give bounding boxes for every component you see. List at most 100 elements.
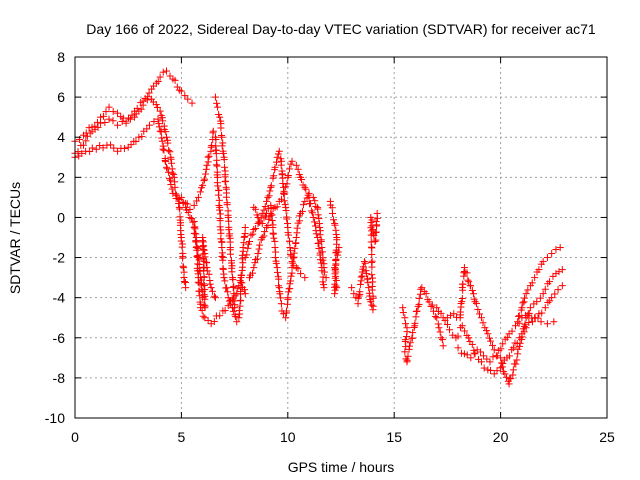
data-point <box>91 122 99 130</box>
data-point <box>88 144 96 152</box>
data-point <box>277 294 285 302</box>
data-point <box>182 199 190 207</box>
data-point <box>294 165 302 173</box>
data-point <box>213 162 221 170</box>
data-point <box>101 119 109 127</box>
data-point <box>200 273 208 281</box>
data-point <box>499 340 507 348</box>
data-point <box>414 302 422 310</box>
data-point <box>267 182 275 190</box>
data-point <box>302 185 310 193</box>
data-point <box>508 346 516 354</box>
y-tick-label: 4 <box>57 129 65 145</box>
data-point <box>223 201 231 209</box>
data-point <box>477 358 485 366</box>
data-point <box>303 194 311 202</box>
data-point <box>78 149 86 157</box>
data-point <box>97 113 105 121</box>
data-point <box>145 121 153 129</box>
data-point <box>219 139 227 147</box>
data-point <box>505 380 513 388</box>
data-point <box>367 238 375 246</box>
data-point <box>465 278 473 286</box>
data-point <box>427 302 435 310</box>
data-point <box>282 207 290 215</box>
data-point <box>558 266 566 274</box>
data-point <box>152 101 160 109</box>
data-point <box>163 67 171 75</box>
data-point <box>163 165 171 173</box>
data-point <box>178 243 186 251</box>
data-point <box>431 312 439 320</box>
data-point <box>177 87 185 95</box>
data-point <box>539 258 547 266</box>
data-point <box>252 205 260 213</box>
data-point <box>209 127 217 135</box>
x-tick-label: 25 <box>599 429 615 445</box>
data-point <box>539 290 547 298</box>
data-point <box>331 264 339 272</box>
data-point <box>214 182 222 190</box>
data-point <box>276 290 284 298</box>
data-point <box>239 244 247 252</box>
data-point <box>220 274 228 282</box>
data-point <box>468 340 476 348</box>
data-point <box>280 197 288 205</box>
data-point <box>218 238 226 246</box>
data-point <box>509 371 517 379</box>
data-point <box>468 286 476 294</box>
data-point <box>293 224 301 232</box>
data-point <box>163 163 171 171</box>
data-point <box>180 264 188 272</box>
data-point <box>206 280 214 288</box>
data-point <box>156 107 164 115</box>
data-point <box>282 314 290 322</box>
data-point <box>509 366 517 374</box>
data-point <box>531 274 539 282</box>
data-point <box>132 138 140 146</box>
data-point <box>241 286 249 294</box>
data-point <box>254 250 262 258</box>
data-point <box>318 244 326 252</box>
data-point <box>297 270 305 278</box>
data-point <box>166 148 174 156</box>
data-point <box>232 313 240 321</box>
data-point <box>299 201 307 209</box>
data-point <box>287 272 295 280</box>
data-point <box>356 288 364 296</box>
data-point <box>490 346 498 354</box>
data-point <box>249 269 257 277</box>
data-point <box>243 251 251 259</box>
data-point <box>258 219 266 227</box>
data-point <box>245 238 253 246</box>
data-point <box>196 267 204 275</box>
data-point <box>477 314 485 322</box>
data-point <box>457 349 465 357</box>
data-point <box>186 213 194 221</box>
data-point <box>433 304 441 312</box>
data-point <box>222 177 230 185</box>
data-point <box>222 193 230 201</box>
data-point <box>535 310 543 318</box>
data-point <box>202 170 210 178</box>
data-point <box>166 175 174 183</box>
data-point <box>119 114 127 122</box>
data-point <box>298 207 306 215</box>
data-point <box>231 311 239 319</box>
data-point <box>265 215 273 223</box>
data-point <box>301 274 309 282</box>
data-point <box>203 161 211 169</box>
data-point <box>148 95 156 103</box>
data-point <box>188 99 196 107</box>
data-point <box>457 299 465 307</box>
data-point <box>211 294 219 302</box>
data-point <box>264 222 272 230</box>
data-point <box>331 221 339 229</box>
data-point <box>275 147 283 155</box>
data-point <box>315 244 323 252</box>
data-point <box>166 72 174 80</box>
data-point <box>191 225 199 233</box>
data-point <box>360 258 368 266</box>
data-point <box>368 271 376 279</box>
